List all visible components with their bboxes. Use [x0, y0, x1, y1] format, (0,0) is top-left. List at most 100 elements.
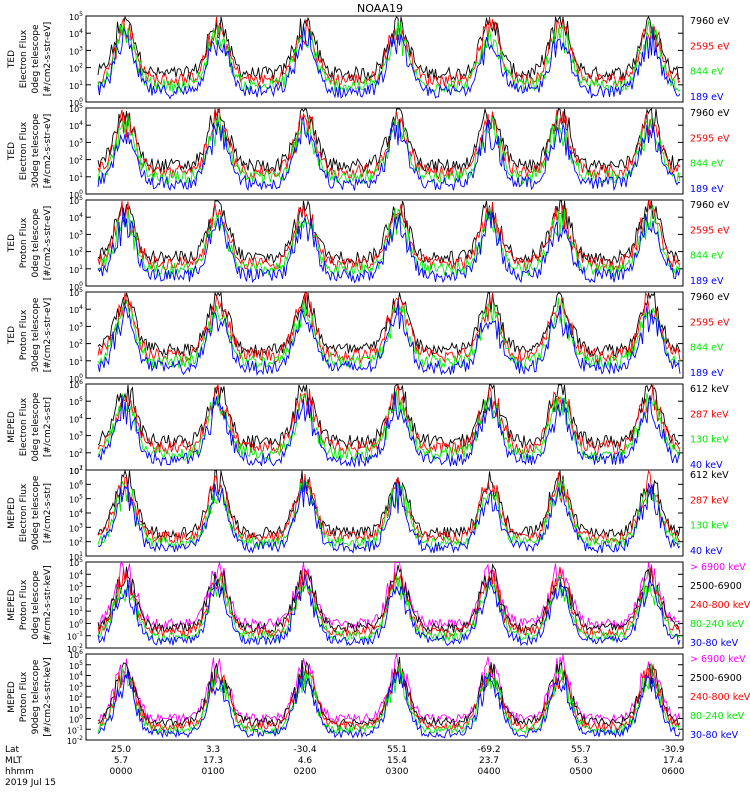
y-axis-label: TED [7, 326, 17, 345]
footer-row-label: 2019 Jul 15 [5, 778, 56, 788]
y-axis-label: 0deg telescope [31, 570, 41, 640]
footer-row-label: hhmm [5, 767, 34, 777]
y-axis-label: 30deg telescope [31, 113, 41, 188]
y-tick-label: 104 [69, 569, 83, 580]
series-line-189-eV [97, 207, 681, 284]
y-tick-label: 104 [69, 508, 83, 519]
y-tick-label: 10-2 [67, 643, 83, 654]
y-tick-label: 102 [69, 448, 83, 459]
series-line-189-eV [97, 300, 681, 377]
y-axis-label: Proton Flux [19, 217, 29, 268]
y-axis-label: Proton Flux [19, 671, 29, 722]
y-tick-label: 10-1 [67, 724, 83, 735]
footer-hhmm: 0200 [294, 767, 317, 777]
legend-entry: 7960 eV [690, 200, 730, 211]
y-tick-label: 107 [69, 465, 83, 476]
y-tick-label: 100 [69, 281, 83, 292]
panel-4: 100 101 102 103 104 105 TED Proton Flux 30deg te… [7, 287, 730, 384]
y-axis-label: 90deg telescope [31, 475, 41, 550]
y-axis-label: 0deg telescope [31, 24, 41, 94]
series-line-287-keV [97, 469, 681, 545]
legend-entry: 30-80 keV [690, 730, 739, 741]
y-axis-label: Electron Flux [19, 29, 29, 88]
y-tick-label: 103 [69, 681, 83, 692]
y-axis-label: TED [7, 50, 17, 69]
series-line-2595-eV [97, 291, 681, 364]
legend-entry: 240-800 keV [690, 692, 750, 703]
y-axis-label: Electron Flux [19, 483, 29, 542]
legend-entry: 189 eV [690, 368, 724, 379]
footer-lat: -69.2 [477, 745, 500, 755]
panel-frame [85, 291, 684, 379]
figure-title: NOAA19 [357, 2, 403, 15]
legend-entry: 287 keV [690, 495, 729, 506]
legend-entry: 2595 eV [690, 133, 730, 144]
legend-entry: 189 eV [690, 92, 724, 103]
y-tick-label: 105 [69, 396, 83, 407]
y-tick-label: 103 [69, 582, 83, 593]
panel-frame [85, 107, 684, 195]
series-line-40-keV [97, 480, 681, 554]
y-tick-label: 102 [69, 692, 83, 703]
series-line-30-80-keV [97, 574, 681, 647]
panel-3: 100 101 102 103 104 105 TED Proton Flux 0deg tel… [7, 195, 730, 292]
legend-entry: > 6900 keV [690, 562, 746, 573]
panel-6: 101 102 103 104 105 106 107 MEPED Electron Flux 9… [7, 465, 729, 562]
y-axis-label: Proton Flux [19, 309, 29, 360]
y-axis-label: TED [7, 142, 17, 161]
y-tick-label: 102 [69, 155, 83, 166]
y-tick-label: 102 [69, 339, 83, 350]
legend-entry: 844 eV [690, 343, 724, 354]
y-axis-label: 90deg telescope [31, 659, 41, 734]
y-tick-label: 101 [69, 465, 83, 476]
y-tick-label: 101 [69, 703, 83, 714]
legend-entry: 2595 eV [690, 317, 730, 328]
series-line-7960-eV [97, 108, 681, 174]
series-line-7960-eV [97, 291, 681, 359]
y-tick-label: 102 [69, 537, 83, 548]
legend-entry: 612 keV [690, 470, 729, 481]
legend-entry: 844 eV [690, 251, 724, 262]
legend-entry: 612 keV [690, 384, 729, 395]
y-axis-label: MEPED [7, 411, 17, 443]
legend-entry: 130 keV [690, 435, 729, 446]
y-tick-label: 101 [69, 356, 83, 367]
legend-entry: > 6900 keV [690, 654, 746, 665]
y-tick-label: 105 [69, 287, 83, 298]
legend-entry: 7960 eV [690, 108, 730, 119]
y-axis-label: MEPED [7, 681, 17, 713]
legend-entry: 7960 eV [690, 16, 730, 27]
y-tick-label: 103 [69, 431, 83, 442]
y-tick-label: 101 [69, 551, 83, 562]
y-tick-label: 103 [69, 229, 83, 240]
series-line-130-keV [97, 390, 681, 462]
y-axis-label: Electron Flux [19, 397, 29, 456]
footer-lat: 55.1 [387, 745, 407, 755]
legend-entry: 30-80 keV [690, 638, 739, 649]
footer-mlt: 23.7 [479, 756, 499, 766]
series-line-844-eV [97, 297, 681, 370]
y-tick-label: 101 [69, 264, 83, 275]
y-tick-label: 10-1 [67, 631, 83, 642]
footer-row-label: MLT [5, 756, 23, 766]
footer-hhmm: 0500 [570, 767, 593, 777]
series-line-2595-eV [97, 200, 681, 272]
panel-frame [85, 199, 684, 287]
legend-entry: 2500-6900 [690, 581, 742, 592]
y-tick-label: 103 [69, 45, 83, 56]
y-axis-label: TED [7, 234, 17, 253]
panel-2: 100 101 102 103 104 105 TED Electron Flux 30deg … [7, 103, 730, 200]
y-tick-label: 105 [69, 494, 83, 505]
footer-mlt: 15.4 [387, 756, 407, 766]
y-tick-label: 104 [69, 212, 83, 223]
y-axis-label: 30deg telescope [31, 297, 41, 372]
footer-lat: 3.3 [206, 745, 220, 755]
y-tick-label: 101 [69, 606, 83, 617]
legend-entry: 844 eV [690, 159, 724, 170]
y-tick-label: 100 [69, 714, 83, 725]
footer-hhmm: 0100 [202, 767, 225, 777]
series-line-40-keV [97, 391, 681, 469]
footer-hhmm: 0600 [662, 767, 685, 777]
